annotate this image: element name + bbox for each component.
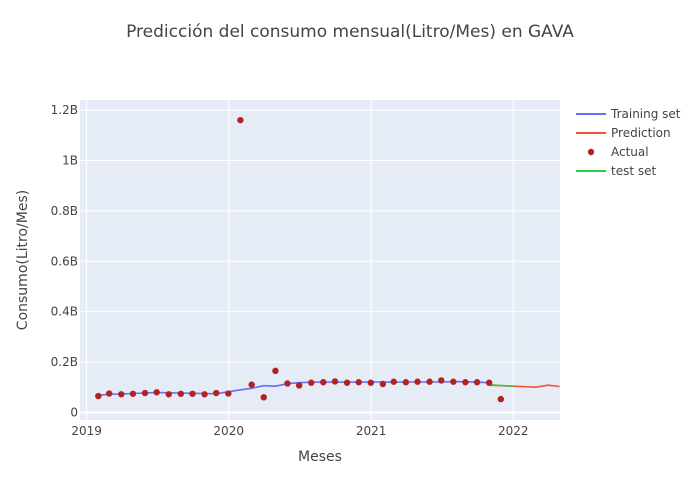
data-point-actual xyxy=(379,380,387,388)
data-point-actual xyxy=(343,379,351,386)
data-point-actual xyxy=(260,394,267,401)
data-point-actual xyxy=(118,391,125,398)
legend: Training set Prediction Actual test set xyxy=(576,107,681,178)
data-point-actual xyxy=(237,116,244,124)
y-tick-label: 1.2B xyxy=(51,103,78,117)
data-point-actual xyxy=(355,379,362,386)
legend-label: test set xyxy=(611,164,656,178)
data-point-actual xyxy=(201,391,208,398)
data-point-actual xyxy=(402,379,410,386)
data-point-actual xyxy=(213,389,220,397)
data-point-actual xyxy=(367,379,375,386)
data-point-actual xyxy=(141,389,149,397)
legend-item-training-set[interactable]: Training set xyxy=(576,107,681,121)
data-point-actual xyxy=(165,391,172,398)
y-axis-title: Consumo(Litro/Mes) xyxy=(15,190,31,330)
data-point-actual xyxy=(284,380,291,387)
legend-item-actual[interactable]: Actual xyxy=(587,145,649,159)
data-point-actual xyxy=(473,379,481,386)
data-point-actual xyxy=(438,377,445,384)
data-point-actual xyxy=(153,389,160,396)
data-point-actual xyxy=(295,382,303,389)
data-point-actual xyxy=(129,390,137,397)
data-point-actual xyxy=(189,390,196,397)
legend-item-test-set[interactable]: test set xyxy=(576,164,656,178)
chart-title: Predicción del consumo mensual(Litro/Mes… xyxy=(126,22,574,42)
x-axis-title: Meses xyxy=(298,449,342,465)
series-line-test-set xyxy=(489,383,513,387)
data-point-actual xyxy=(248,381,255,388)
y-tick-label: 0.2B xyxy=(51,355,78,369)
data-point-actual xyxy=(390,378,397,385)
data-point-actual xyxy=(414,378,421,385)
data-point-actual xyxy=(225,390,232,397)
data-point-actual xyxy=(426,378,433,385)
legend-item-prediction[interactable]: Prediction xyxy=(576,126,671,140)
data-point-actual xyxy=(308,379,315,386)
y-tick-label: 0.4B xyxy=(51,305,78,319)
data-point-actual xyxy=(331,378,339,385)
legend-swatch xyxy=(587,148,595,156)
data-point-actual xyxy=(462,379,469,386)
x-tick-label: 2019 xyxy=(71,424,102,438)
y-tick-label: 0 xyxy=(70,405,78,419)
y-tick-label: 0.8B xyxy=(51,204,78,218)
data-point-actual xyxy=(272,367,279,375)
y-tick-label: 1B xyxy=(62,153,78,167)
legend-label: Training set xyxy=(610,107,681,121)
legend-label: Prediction xyxy=(611,126,671,140)
data-point-actual xyxy=(105,390,113,397)
y-tick-label: 0.6B xyxy=(51,254,78,268)
legend-label: Actual xyxy=(611,145,649,159)
data-point-actual xyxy=(450,378,457,385)
plot-area xyxy=(80,100,560,420)
data-point-actual xyxy=(177,390,185,397)
x-tick-label: 2020 xyxy=(213,424,244,438)
x-tick-label: 2022 xyxy=(498,424,529,438)
series-line-training-set xyxy=(98,380,490,397)
data-point-actual xyxy=(485,379,493,386)
x-tick-label: 2021 xyxy=(356,424,387,438)
data-point-actual xyxy=(497,395,505,403)
data-point-actual xyxy=(95,392,102,400)
data-point-actual xyxy=(320,379,327,386)
